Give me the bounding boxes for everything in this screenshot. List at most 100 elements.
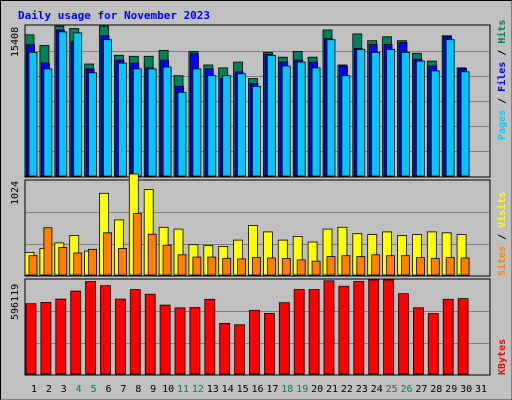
kbytes-bar bbox=[100, 285, 111, 375]
kbytes-bar bbox=[293, 289, 305, 375]
x-tick-label: 27 bbox=[415, 384, 427, 395]
chart-title: Daily usage for November 2023 bbox=[18, 9, 210, 22]
pages-bar bbox=[147, 68, 157, 177]
x-tick-label: 2 bbox=[46, 384, 52, 395]
pages-bar bbox=[177, 91, 187, 177]
kbytes-bar bbox=[144, 293, 156, 375]
x-tick-label: 31 bbox=[475, 384, 487, 395]
pages-bar bbox=[430, 70, 440, 177]
pages-bar bbox=[445, 39, 455, 177]
sites-bar bbox=[311, 260, 321, 276]
sites-bar bbox=[252, 257, 261, 276]
legend-sites: Sites bbox=[496, 246, 508, 276]
pages-bar bbox=[311, 67, 321, 177]
kbytes-bar bbox=[427, 313, 439, 375]
sites-bar bbox=[430, 258, 440, 276]
x-tick-label: 16 bbox=[251, 384, 263, 395]
sites-bar bbox=[341, 255, 351, 276]
pages-bar bbox=[103, 39, 112, 177]
legend-pages: Pages bbox=[497, 110, 508, 140]
kbytes-bar bbox=[55, 298, 67, 375]
pages-bar bbox=[252, 86, 261, 177]
sites-bar bbox=[371, 254, 381, 276]
kbytes-bar bbox=[174, 307, 186, 375]
kbytes-bar bbox=[323, 280, 335, 375]
visits-axis-max-label: 1024 bbox=[10, 181, 21, 205]
x-tick-label: 30 bbox=[460, 384, 472, 395]
sites-bar bbox=[162, 244, 172, 276]
sites-bar bbox=[103, 232, 112, 276]
kbytes-bar bbox=[129, 289, 141, 375]
kbytes-legend: KBytes bbox=[497, 339, 508, 375]
x-tick-label: 26 bbox=[400, 384, 412, 395]
pages-bar bbox=[58, 31, 68, 177]
sites-bar bbox=[177, 254, 187, 276]
kbytes-bar bbox=[457, 298, 469, 375]
sites-bar bbox=[445, 257, 455, 276]
x-tick-label: 23 bbox=[356, 384, 368, 395]
x-tick-label: 4 bbox=[76, 384, 82, 395]
hits-legend: Pages / Files / Hits bbox=[496, 20, 508, 140]
sites-bar bbox=[88, 248, 97, 276]
pages-bar bbox=[162, 66, 172, 177]
pages-bar bbox=[207, 75, 217, 177]
sites-bar bbox=[281, 258, 291, 276]
pages-bar bbox=[266, 54, 276, 177]
sites-bar bbox=[192, 256, 202, 276]
pages-bar bbox=[28, 52, 38, 177]
kbytes-bar bbox=[412, 307, 424, 375]
sites-bar bbox=[237, 258, 247, 276]
kbytes-bar bbox=[383, 279, 395, 375]
kbytes-bar bbox=[308, 289, 320, 375]
kbytes-bar bbox=[40, 301, 52, 375]
sites-bar bbox=[326, 256, 336, 276]
kbytes-bar bbox=[204, 298, 216, 375]
pages-bar bbox=[132, 68, 142, 177]
x-tick-label: 28 bbox=[430, 384, 442, 395]
pages-bar bbox=[88, 72, 97, 177]
sites-bar bbox=[460, 257, 470, 276]
kbytes-bar bbox=[353, 281, 365, 375]
x-tick-label: 19 bbox=[296, 384, 308, 395]
kbytes-bar bbox=[398, 293, 409, 375]
kbytes-bar bbox=[115, 298, 126, 375]
x-axis-labels: 1 2 3 4 5 6 7 8 9 10 11 12 13 14 15 16 17 18 19 20 21 22 23 24 2… bbox=[31, 384, 487, 395]
x-tick-label: 12 bbox=[192, 384, 204, 395]
pages-bar bbox=[73, 32, 83, 177]
x-tick-label: 22 bbox=[341, 384, 353, 395]
kbytes-bar bbox=[85, 281, 96, 375]
x-tick-label: 8 bbox=[135, 384, 141, 395]
x-tick-label: 9 bbox=[150, 384, 156, 395]
pages-bar bbox=[401, 52, 410, 177]
sites-bar bbox=[415, 257, 425, 276]
pages-bar bbox=[222, 75, 232, 177]
x-tick-label: 7 bbox=[120, 384, 126, 395]
x-tick-label: 11 bbox=[177, 384, 189, 395]
sites-bar bbox=[73, 252, 83, 276]
bars bbox=[24, 25, 470, 375]
kbytes-bar bbox=[338, 285, 350, 375]
kbytes-bar bbox=[442, 298, 454, 375]
kbytes-bar bbox=[219, 322, 231, 375]
legend-files: Files bbox=[496, 62, 508, 92]
sites-bar bbox=[222, 258, 232, 276]
pages-bar bbox=[460, 71, 470, 177]
sites-bar bbox=[58, 247, 68, 276]
pages-bar bbox=[415, 60, 425, 177]
kbytes-bar bbox=[189, 307, 201, 375]
sites-bar bbox=[147, 233, 157, 276]
sites-bar bbox=[356, 256, 366, 276]
x-tick-label: 1 bbox=[31, 384, 37, 395]
legend-visits: Visits bbox=[496, 192, 508, 228]
kbytes-bar bbox=[159, 304, 171, 375]
sites-bar bbox=[386, 255, 396, 276]
pages-bar bbox=[296, 61, 306, 177]
kbytes-bar bbox=[234, 324, 246, 375]
sites-bar bbox=[401, 255, 410, 276]
x-tick-label: 17 bbox=[266, 384, 278, 395]
kbytes-bar bbox=[263, 312, 275, 375]
kbytes-bar bbox=[249, 309, 260, 375]
kbytes-bar bbox=[25, 303, 37, 375]
visits-legend: Sites / Visits bbox=[496, 192, 508, 276]
